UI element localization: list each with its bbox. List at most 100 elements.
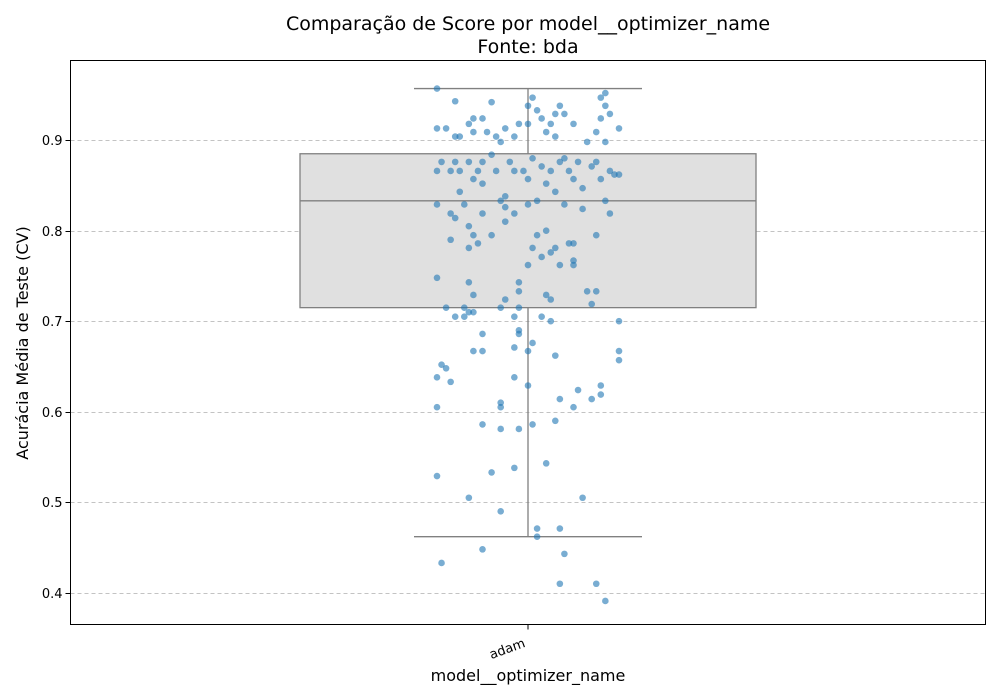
data-point — [556, 261, 564, 269]
data-point — [602, 102, 609, 110]
data-point — [592, 128, 600, 136]
data-point — [611, 171, 618, 178]
chart-title: Comparação de Score por model__optimizer… — [286, 13, 770, 35]
data-point — [497, 399, 505, 407]
data-point — [501, 125, 509, 132]
data-point — [538, 163, 545, 170]
data-point — [583, 138, 591, 146]
data-point — [438, 361, 445, 368]
data-point — [588, 163, 595, 170]
data-point — [542, 291, 550, 299]
data-point — [492, 167, 500, 175]
y-tick-label: 0.9 — [42, 134, 63, 149]
y-tick-label: 0.8 — [42, 225, 63, 240]
data-point — [552, 188, 559, 196]
data-point — [556, 395, 564, 403]
data-point — [465, 120, 473, 128]
data-point — [579, 205, 586, 213]
y-tick-label: 0.6 — [42, 406, 63, 421]
data-point — [515, 278, 523, 286]
data-point — [529, 421, 536, 428]
data-point — [492, 133, 500, 140]
y-axis: 0.4 0.5 0.6 0.7 0.8 0.9 — [42, 134, 71, 602]
data-point — [470, 128, 477, 136]
data-point — [588, 395, 595, 403]
data-point — [479, 546, 486, 553]
data-point — [579, 184, 586, 192]
data-point — [465, 158, 473, 166]
data-point — [615, 356, 623, 364]
data-point — [615, 317, 623, 325]
data-point — [465, 222, 473, 230]
data-point — [597, 391, 605, 398]
data-point — [597, 175, 605, 183]
data-point — [506, 158, 514, 166]
data-point — [470, 115, 477, 122]
data-point — [524, 175, 532, 183]
data-point — [511, 210, 518, 217]
data-point — [511, 464, 518, 472]
data-point — [547, 296, 555, 303]
data-point — [615, 171, 623, 178]
data-point — [451, 133, 459, 140]
data-point — [511, 374, 518, 381]
data-point — [479, 421, 486, 428]
data-point — [433, 274, 441, 282]
data-point — [515, 288, 523, 295]
data-point — [538, 253, 545, 261]
data-point — [533, 533, 541, 540]
data-point — [474, 167, 482, 175]
data-point — [615, 347, 623, 355]
data-point — [501, 296, 509, 303]
data-point — [479, 158, 486, 166]
x-axis-label: model__optimizer_name — [431, 666, 626, 686]
data-point — [574, 386, 582, 394]
data-point — [556, 158, 564, 166]
data-point — [542, 460, 550, 467]
data-point — [451, 158, 459, 166]
data-point — [501, 192, 509, 200]
data-point — [524, 102, 532, 110]
data-point — [497, 197, 505, 205]
data-point — [488, 231, 495, 239]
data-point — [501, 203, 509, 211]
data-point — [451, 313, 459, 320]
data-point — [552, 110, 559, 118]
data-point — [529, 244, 536, 252]
data-point — [533, 106, 541, 114]
data-point — [552, 133, 559, 140]
data-point — [470, 175, 477, 183]
data-point — [583, 288, 591, 295]
data-point — [529, 154, 536, 162]
y-tick-label: 0.4 — [42, 587, 63, 602]
data-point — [524, 201, 532, 208]
data-point — [538, 115, 545, 122]
data-point — [497, 304, 505, 311]
data-point — [497, 425, 505, 433]
data-point — [470, 308, 477, 316]
data-point — [433, 85, 441, 92]
data-point — [552, 417, 559, 425]
data-point — [597, 94, 605, 101]
data-point — [533, 525, 541, 532]
chart-subtitle: Fonte: bda — [477, 36, 578, 58]
data-point — [552, 244, 559, 252]
data-point — [515, 120, 523, 128]
data-point — [488, 151, 495, 158]
y-tick-label: 0.7 — [42, 315, 63, 330]
y-axis-label: Acurácia Média de Teste (CV) — [13, 226, 32, 459]
data-point — [456, 133, 464, 140]
data-point — [511, 313, 518, 320]
data-point — [442, 304, 450, 311]
data-point — [547, 249, 555, 256]
box-group — [299, 87, 757, 538]
data-point — [542, 180, 550, 187]
data-point — [615, 125, 623, 132]
data-point — [592, 288, 600, 295]
data-point — [547, 120, 555, 128]
data-point — [561, 110, 568, 118]
data-point — [461, 313, 468, 320]
data-point — [456, 167, 464, 175]
data-point — [488, 98, 495, 106]
